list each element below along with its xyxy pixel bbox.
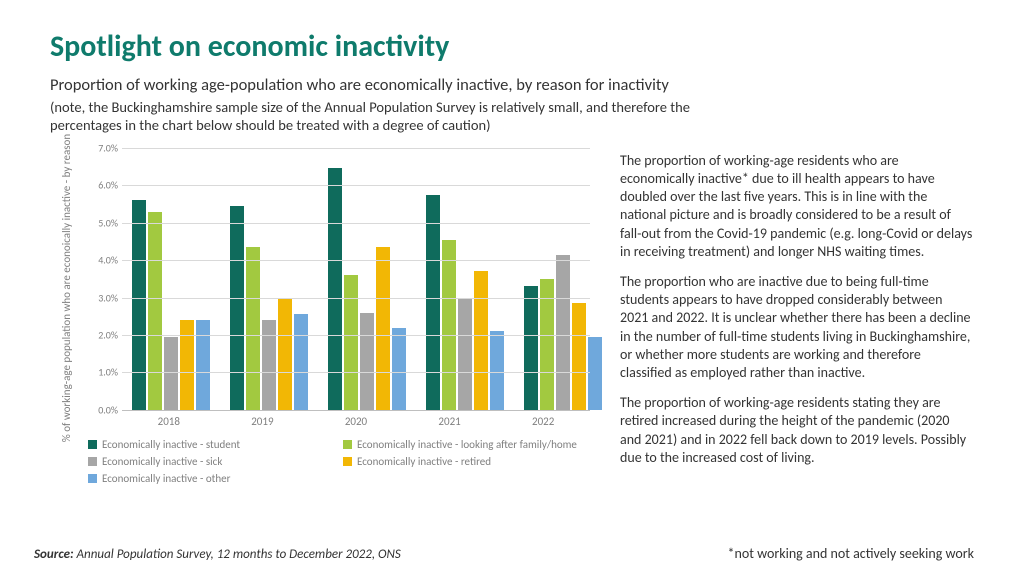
y-tick: 5.0% — [84, 216, 118, 229]
source-text: Annual Population Survey, 12 months to D… — [77, 547, 401, 562]
bar — [376, 247, 390, 410]
chart-grid: 0.0%1.0%2.0%3.0%4.0%5.0%6.0%7.0% — [122, 148, 590, 411]
bar-group — [220, 148, 318, 410]
bar — [442, 240, 456, 410]
legend-label: Economically inactive - student — [102, 438, 240, 451]
footnote: *not working and not actively seeking wo… — [728, 545, 974, 562]
x-tick: 2020 — [309, 411, 403, 428]
y-tick: 7.0% — [84, 141, 118, 154]
bar-group — [514, 148, 612, 410]
gridline — [122, 260, 590, 261]
y-tick: 0.0% — [84, 403, 118, 416]
legend-item: Economically inactive - sick — [88, 455, 335, 468]
page-title: Spotlight on economic inactivity — [50, 28, 974, 65]
bar — [556, 255, 570, 410]
y-tick: 4.0% — [84, 254, 118, 267]
bar — [392, 328, 406, 410]
bar — [262, 320, 276, 410]
gridline — [122, 372, 590, 373]
legend-swatch — [343, 457, 352, 466]
gridline — [122, 298, 590, 299]
bar-group — [318, 148, 416, 410]
bar-chart: % of working-age population who are econ… — [50, 148, 590, 428]
bar — [132, 200, 146, 410]
y-tick: 6.0% — [84, 179, 118, 192]
gridline — [122, 185, 590, 186]
legend-swatch — [88, 457, 97, 466]
caution-note: (note, the Buckinghamshire sample size o… — [50, 98, 750, 134]
bar — [588, 337, 602, 410]
legend-label: Economically inactive - sick — [102, 455, 222, 468]
x-tick: 2022 — [496, 411, 590, 428]
gridline — [122, 148, 590, 149]
bar — [458, 298, 472, 410]
chart-legend: Economically inactive - student Economica… — [88, 438, 590, 485]
y-tick: 2.0% — [84, 329, 118, 342]
gridline — [122, 335, 590, 336]
y-axis-label: % of working-age population who are econ… — [61, 134, 73, 442]
x-tick: 2018 — [122, 411, 216, 428]
bar — [344, 275, 358, 410]
bar — [490, 331, 504, 410]
legend-swatch — [88, 474, 97, 483]
legend-item: Economically inactive - other — [88, 472, 335, 485]
y-tick: 1.0% — [84, 366, 118, 379]
body-p2: The proportion who are inactive due to b… — [620, 273, 974, 382]
bar — [474, 271, 488, 409]
body-text: The proportion of working-age residents … — [620, 148, 974, 485]
bar-group — [416, 148, 514, 410]
bar — [524, 286, 538, 410]
legend-label: Economically inactive - retired — [357, 455, 491, 468]
bar — [180, 320, 194, 410]
bar — [230, 206, 244, 410]
chart-column: % of working-age population who are econ… — [50, 148, 590, 485]
legend-item: Economically inactive - looking after fa… — [343, 438, 590, 451]
x-tick: 2019 — [216, 411, 310, 428]
source-line: Source: Annual Population Survey, 12 mon… — [34, 547, 401, 562]
legend-item: Economically inactive - student — [88, 438, 335, 451]
legend-item: Economically inactive - retired — [343, 455, 590, 468]
subtitle: Proportion of working age-population who… — [50, 75, 974, 96]
source-label: Source: — [34, 547, 74, 562]
legend-swatch — [343, 440, 352, 449]
legend-label: Economically inactive - other — [102, 472, 230, 485]
bar — [360, 313, 374, 410]
legend-swatch — [88, 440, 97, 449]
bar — [328, 168, 342, 409]
legend-label: Economically inactive - looking after fa… — [357, 438, 577, 451]
bar — [196, 320, 210, 410]
x-tick: 2021 — [403, 411, 497, 428]
bars-layer — [122, 148, 590, 410]
bar — [294, 314, 308, 409]
bar — [278, 299, 292, 409]
body-p3: The proportion of working-age residents … — [620, 394, 974, 467]
bar — [572, 303, 586, 410]
bar — [246, 247, 260, 410]
bar — [148, 212, 162, 410]
gridline — [122, 223, 590, 224]
y-tick: 3.0% — [84, 291, 118, 304]
body-p1: The proportion of working-age residents … — [620, 152, 974, 261]
bar-group — [122, 148, 220, 410]
x-axis: 20182019202020212022 — [122, 411, 590, 428]
bar — [426, 195, 440, 410]
